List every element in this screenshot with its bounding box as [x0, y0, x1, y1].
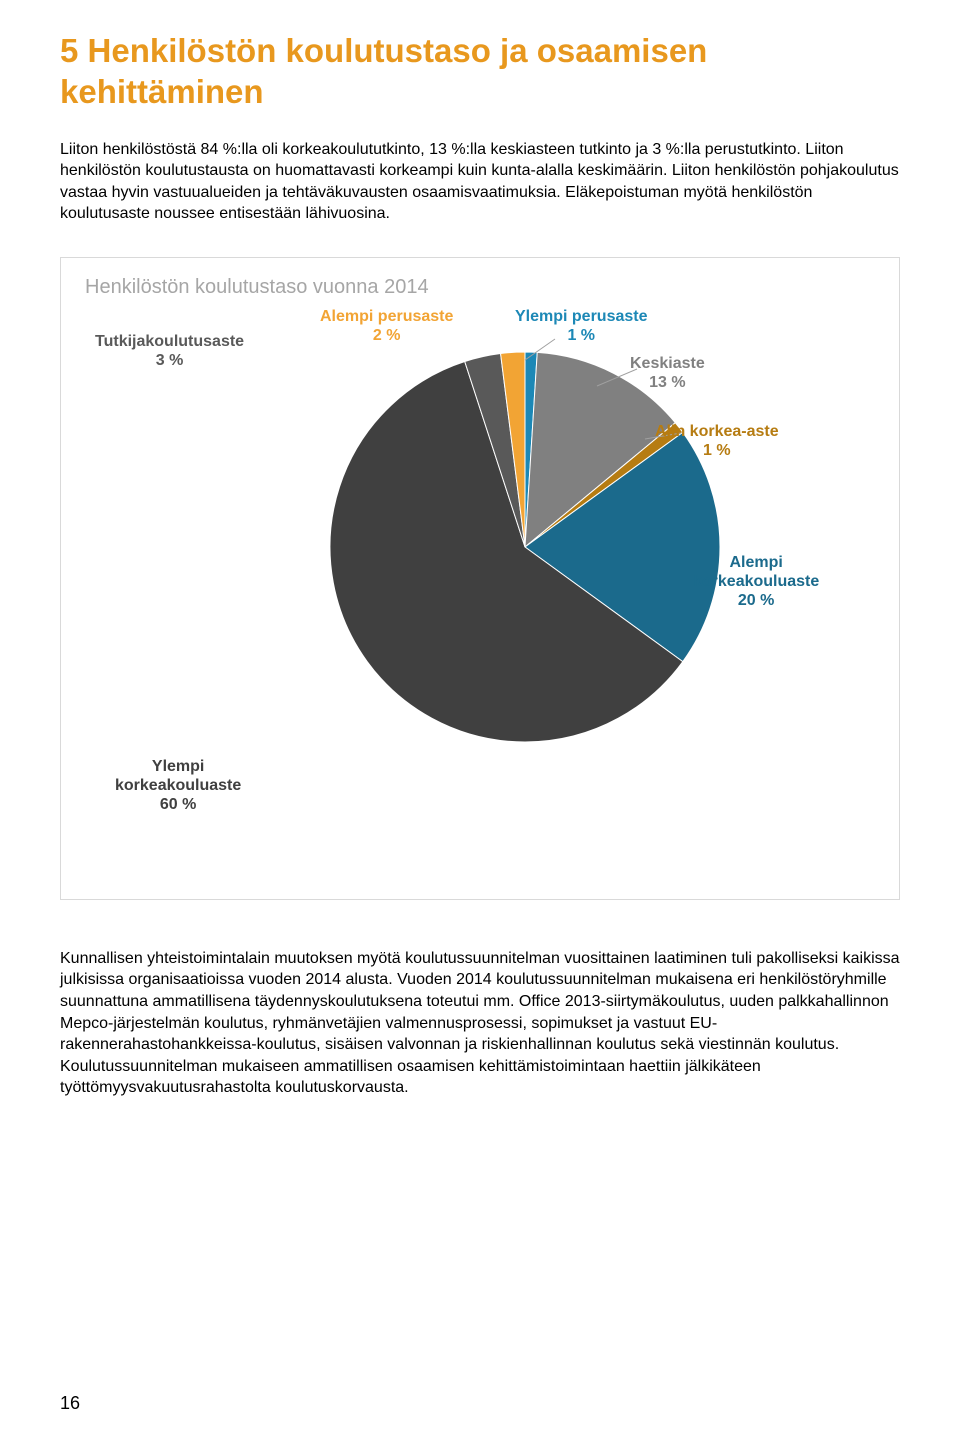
slice-label-name: Keskiaste: [630, 355, 705, 372]
slice-label-pct: 20 %: [693, 591, 819, 610]
slice-label-pct: 3 %: [95, 351, 244, 370]
page-heading: 5 Henkilöstön koulutustaso ja osaamisen …: [60, 30, 900, 113]
pie-wrap: [330, 352, 720, 747]
slice-label-name: Ylempi perusaste: [515, 308, 648, 325]
slice-label: Ylempikorkeakouluaste60 %: [115, 757, 241, 815]
slice-label: Alin korkea-aste1 %: [655, 422, 779, 460]
chart-area: Ylempi perusaste1 %Keskiaste13 %Alin kor…: [85, 307, 875, 867]
slice-label-name: Alin korkea-aste: [655, 423, 779, 440]
slice-label-name: Alempi perusaste: [320, 308, 453, 325]
slice-label-name: Tutkijakoulutusaste: [95, 333, 244, 350]
slice-label-name: Alempikorkeakouluaste: [693, 554, 819, 590]
slice-label: Alempi perusaste2 %: [320, 307, 453, 345]
chart-container: Henkilöstön koulutustaso vuonna 2014 Yle…: [60, 257, 900, 900]
slice-label-pct: 60 %: [115, 795, 241, 814]
slice-label-pct: 2 %: [320, 326, 453, 345]
intro-paragraph: Liiton henkilöstöstä 84 %:lla oli korkea…: [60, 139, 900, 225]
page-number: 16: [60, 1393, 80, 1414]
body-paragraph: Kunnallisen yhteistoimintalain muutoksen…: [60, 948, 900, 1099]
slice-label-pct: 1 %: [655, 441, 779, 460]
slice-label-name: Ylempikorkeakouluaste: [115, 758, 241, 794]
slice-label: Alempikorkeakouluaste20 %: [693, 553, 819, 611]
pie-chart: [330, 352, 720, 742]
slice-label-pct: 13 %: [630, 373, 705, 392]
slice-label: Keskiaste13 %: [630, 354, 705, 392]
slice-label: Ylempi perusaste1 %: [515, 307, 648, 345]
slice-label-pct: 1 %: [515, 326, 648, 345]
chart-title: Henkilöstön koulutustaso vuonna 2014: [85, 276, 875, 299]
slice-label: Tutkijakoulutusaste3 %: [95, 332, 244, 370]
